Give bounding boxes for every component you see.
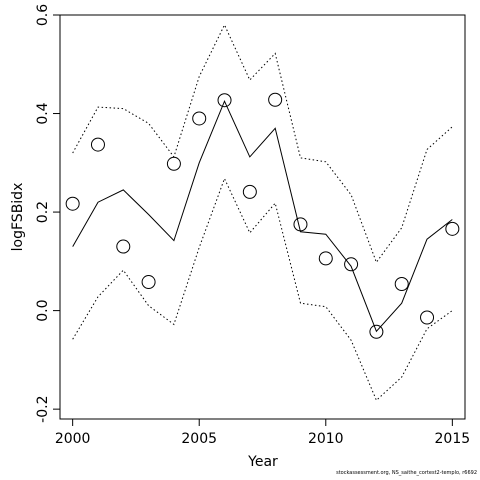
observed-point [242,184,257,199]
observed-point [394,277,409,292]
observed-point [369,324,384,339]
observed-point [445,221,460,236]
observed-point [293,217,308,232]
observed-point [344,257,359,272]
y-axis-label: logFSBidx [10,183,26,252]
x-tick-label: 2000 [55,431,91,447]
axes: 2000 2005 2010 2015 -0.2 0.0 0.2 0.4 0.6 [35,4,470,447]
y-tick-label: 0.4 [35,102,51,124]
y-tick-label: 0.0 [35,299,51,321]
observed-point [166,156,181,171]
x-axis-label: Year [247,454,278,470]
x-tick-label: 2010 [308,431,344,447]
y-tick-label: -0.2 [35,395,51,422]
chart-marks [65,23,460,402]
observed-point [65,196,80,211]
observed-point [141,275,156,290]
y-tick-label: 0.2 [35,201,51,223]
observed-point [268,92,283,107]
observed-point [217,93,232,108]
credit-text: stockassessment.org, NS_saithe_cortest2-… [336,470,477,476]
observed-point [420,310,435,325]
estimate-line [72,99,453,333]
observed-point [318,251,333,266]
x-tick-label: 2015 [435,431,471,447]
upper-line [72,23,453,264]
observed-point [116,239,131,254]
x-tick-label: 2005 [181,431,217,447]
plot-frame [59,14,466,420]
y-tick-label: 0.6 [35,4,51,26]
observed-point [192,111,207,126]
observed-point [90,137,105,152]
lower-line [72,177,453,402]
